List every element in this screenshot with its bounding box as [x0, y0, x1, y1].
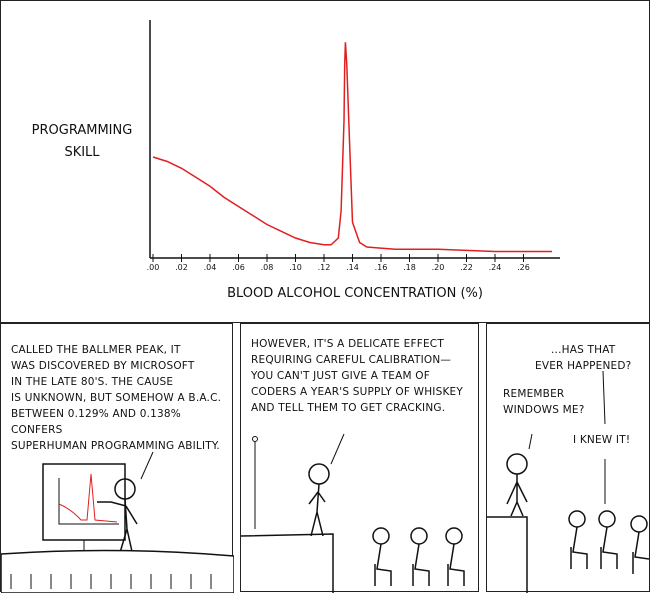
x-tick-label: .08 [260, 263, 274, 272]
speech-i-knew-it: I KNEW IT! [573, 434, 631, 446]
x-tick-label: .02 [175, 263, 188, 272]
x-tick-label: .26 [517, 263, 530, 272]
x-tick-label: .04 [203, 263, 217, 272]
speaker-head [506, 453, 528, 475]
x-tick-label: .18 [403, 263, 416, 272]
x-tick-label: .20 [431, 263, 445, 272]
x-tick-label: .24 [488, 263, 502, 272]
y-axis-label: PROGRAMMING SKILL [31, 123, 133, 160]
ballmer-peak-chart [149, 20, 560, 262]
x-tick-label: .06 [232, 263, 245, 272]
x-tick-label: .22 [460, 263, 473, 272]
audience-scene [487, 370, 650, 593]
x-tick-label: .12 [317, 263, 331, 272]
lectern-scene [241, 433, 465, 593]
x-tick-label: .10 [289, 263, 302, 272]
speech-windows-me: REMEMBER WINDOWS ME? [503, 388, 585, 416]
audience [372, 527, 465, 586]
caption-2: HOWEVER, IT'S A DELICATE EFFECT REQUIRIN… [251, 338, 463, 414]
panel-3: ...HAS THAT EVER HAPPENED? REMEMBER WIND… [486, 323, 650, 593]
x-tick-label: .16 [374, 263, 388, 272]
chart-panel [0, 0, 650, 323]
speaker-head [308, 463, 330, 485]
caption-1: CALLED THE BALLMER PEAK, IT WAS DISCOVER… [11, 344, 222, 452]
panel-2: HOWEVER, IT'S A DELICATE EFFECT REQUIRIN… [240, 323, 479, 593]
presenter-scene [1, 451, 234, 593]
x-tick-label: .00 [146, 263, 160, 272]
x-tick-label: .14 [346, 263, 359, 272]
x-axis-label: BLOOD ALCOHOL CONCENTRATION (%) [227, 286, 483, 301]
skill-curve [152, 42, 552, 253]
audience [568, 510, 650, 574]
speech-has-that-happened: ...HAS THAT EVER HAPPENED? [535, 344, 632, 372]
panel-1: CALLED THE BALLMER PEAK, IT WAS DISCOVER… [0, 323, 234, 593]
